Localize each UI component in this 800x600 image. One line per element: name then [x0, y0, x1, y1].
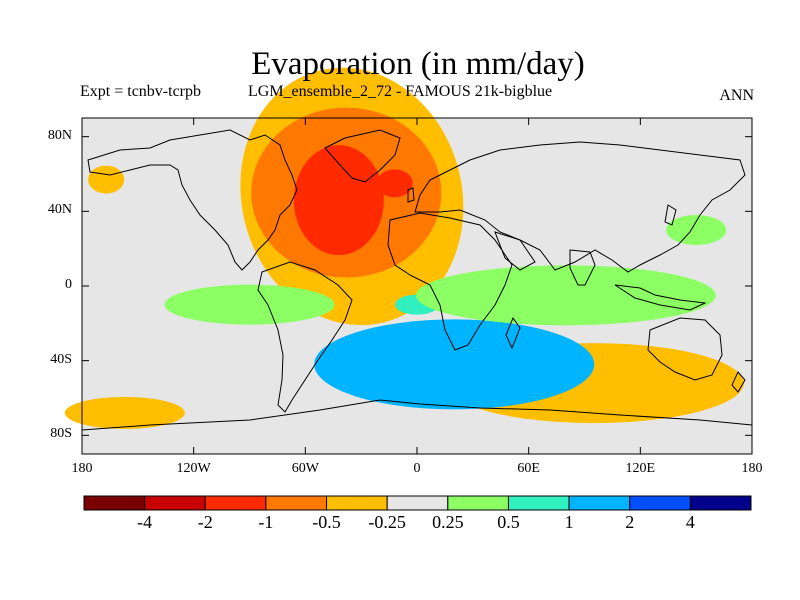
anomaly-region [376, 169, 413, 198]
x-tick-label: 60W [291, 461, 319, 476]
colorbar-swatch [144, 495, 206, 511]
colorbar-swatch [326, 495, 388, 511]
colorbar-label: -0.5 [312, 512, 341, 532]
colorbar-label: -0.25 [368, 512, 406, 532]
y-tick-label: 80S [50, 426, 72, 442]
colorbar-label: -1 [258, 512, 274, 532]
colorbar-swatch [629, 495, 691, 511]
anomaly-region [293, 145, 384, 256]
coastlines [81, 129, 753, 431]
experiment-label: Expt = tcnbv-tcrpb [80, 83, 201, 100]
x-tick-label: 120W [176, 461, 211, 476]
chart-title: Evaporation (in mm/day) [251, 46, 585, 82]
anomaly-fills [64, 67, 744, 429]
colorbar-label: 0.5 [497, 512, 520, 532]
colorbar-swatch [568, 495, 631, 511]
anomaly-region [164, 284, 335, 325]
y-tick-label: 80N [47, 127, 72, 143]
x-tick-label: 120E [625, 461, 656, 476]
x-tick-label: 0 [413, 461, 421, 476]
colorbar-swatch [507, 495, 570, 511]
run-label: LGM_ensemble_2_72 - FAMOUS 21k-bigblue [248, 83, 553, 100]
season-label: ANN [719, 87, 754, 104]
colorbar-swatch [83, 495, 146, 511]
x-tick-label: 180 [71, 461, 93, 476]
colorbar-swatch [689, 495, 752, 511]
y-tick-label: 0 [65, 277, 72, 292]
y-tick-label: 40N [47, 202, 72, 218]
colorbar-swatch [265, 495, 328, 511]
x-tick-label: 60E [517, 461, 540, 476]
colorbar-label: -4 [137, 512, 153, 532]
anomaly-region [314, 319, 595, 410]
colorbar-label: 0.25 [432, 512, 464, 532]
anomaly-region [64, 396, 185, 429]
colorbar-label: 4 [685, 512, 695, 532]
colorbar-swatch [447, 495, 509, 511]
colorbar-label: -2 [197, 512, 213, 532]
colorbar-swatch [386, 495, 449, 511]
y-tick-label: 40S [50, 351, 72, 367]
x-tick-label: 180 [741, 461, 763, 476]
colorbar-label: 2 [625, 512, 635, 532]
colorbar-swatch [204, 495, 267, 511]
colorbar-label: 1 [564, 512, 574, 532]
axis-ticks [81, 118, 753, 454]
anomaly-region [666, 215, 727, 245]
